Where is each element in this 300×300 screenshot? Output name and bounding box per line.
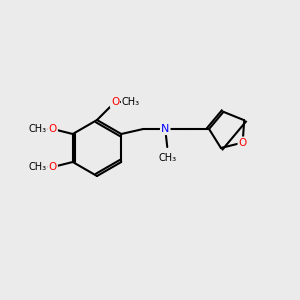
Text: O: O xyxy=(111,97,119,107)
Text: CH₃: CH₃ xyxy=(122,97,140,107)
Text: O: O xyxy=(49,162,57,172)
Text: O: O xyxy=(238,138,247,148)
Text: O: O xyxy=(49,124,57,134)
Text: CH₃: CH₃ xyxy=(29,162,47,172)
Text: N: N xyxy=(161,124,170,134)
Text: CH₃: CH₃ xyxy=(29,124,47,134)
Text: CH₃: CH₃ xyxy=(158,153,176,163)
